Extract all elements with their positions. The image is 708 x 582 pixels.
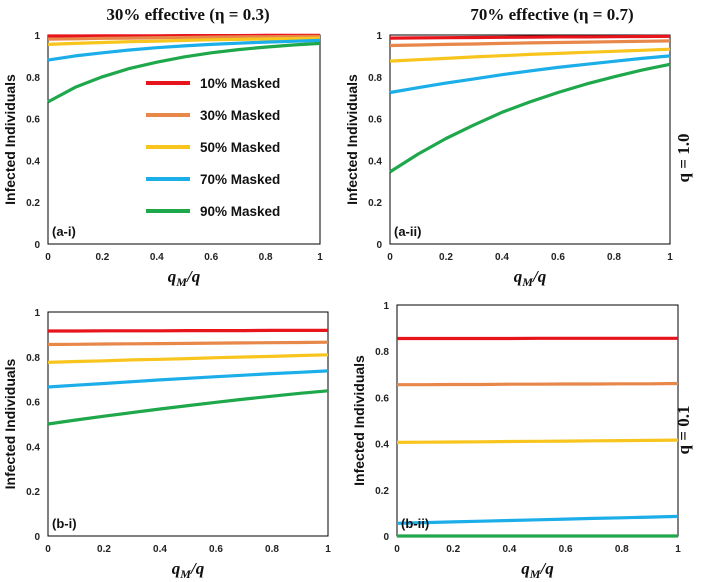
x-tick-label: 0.6: [209, 544, 223, 555]
x-tick-label: 0.4: [495, 252, 509, 263]
y-axis-label: Infected Individuals: [351, 355, 367, 486]
plot-frame: [389, 34, 671, 245]
series-line-3: [47, 36, 321, 46]
y-tick-label: 1: [34, 31, 40, 42]
x-tick-label: 0.4: [153, 544, 167, 555]
series-line-3: [389, 47, 671, 63]
series-line-4: [389, 54, 671, 95]
x-tick-label: 0.2: [439, 252, 453, 263]
y-axis-label: Infected Individuals: [2, 74, 18, 205]
y-tick-label: 1: [383, 301, 389, 312]
y-axis-label: Infected Individuals: [344, 74, 360, 205]
x-tick-label: 0: [394, 544, 400, 555]
x-tick-label: 0.6: [559, 544, 573, 555]
x-axis-label: qM/q: [168, 267, 201, 289]
x-tick-label: 0.8: [265, 544, 279, 555]
legend-label-4: 70% Masked: [200, 172, 280, 187]
series-line-3: [47, 353, 329, 364]
x-tick-label: 1: [667, 252, 673, 263]
x-tick-label: 0.8: [259, 252, 273, 263]
x-tick-label: 0.6: [551, 252, 565, 263]
y-tick-label: 0.6: [26, 115, 40, 126]
x-tick-label: 1: [675, 544, 681, 555]
y-tick-label: 0.8: [26, 73, 40, 84]
legend-label-3: 50% Masked: [200, 140, 280, 155]
series-line-2: [389, 39, 671, 48]
panel-label: (b-i): [52, 516, 77, 531]
x-tick-label: 0.2: [95, 252, 109, 263]
y-tick-label: 0.4: [26, 442, 40, 453]
series-line-3: [396, 438, 679, 444]
y-tick-label: 0.6: [26, 398, 40, 409]
legend-label-2: 30% Masked: [200, 108, 280, 123]
panel-label: (a-ii): [394, 224, 421, 239]
series-line-1: [389, 34, 671, 40]
y-tick-label: 1: [34, 308, 40, 319]
x-tick-label: 0.2: [97, 544, 111, 555]
legend: 10% Masked 30% Masked 50% Masked 70% Masked…: [146, 76, 280, 219]
x-tick-label: 0.8: [607, 252, 621, 263]
y-tick-label: 0.6: [375, 393, 389, 404]
y-tick-label: 0.8: [375, 347, 389, 358]
series-line-2: [47, 34, 321, 41]
row-label-bottom: q = 0.1: [674, 406, 693, 455]
x-tick-label: 1: [317, 252, 323, 263]
y-tick-label: 0.4: [368, 156, 382, 167]
y-tick-label: 0.8: [368, 73, 382, 84]
y-tick-label: 0.2: [26, 487, 40, 498]
x-tick-label: 1: [325, 544, 331, 555]
y-tick-label: 0.2: [375, 486, 389, 497]
panels-group: 0 0.2 0.4 0.6 0.8 1 0 0.2 0.4 0.6 0.8 1 (a-i) Infecte…: [2, 31, 681, 581]
y-tick-label: 0.8: [26, 353, 40, 364]
legend-label-5: 90% Masked: [200, 204, 280, 219]
x-tick-label: 0.4: [150, 252, 164, 263]
y-tick-label: 0: [34, 532, 40, 543]
series-line-2: [397, 381, 679, 387]
series-line-5: [47, 389, 329, 426]
y-tick-label: 0.4: [26, 156, 40, 167]
panel-3: 0 0.2 0.4 0.6 0.8 1 0 0.2 0.4 0.6 0.8 1 (b-ii) Infect…: [351, 301, 681, 581]
y-tick-label: 0.2: [26, 198, 40, 209]
series-line-4: [396, 514, 679, 525]
panel-label: (b-ii): [401, 516, 429, 531]
x-axis-label: qM/q: [514, 267, 547, 289]
series-line-4: [47, 369, 329, 389]
legend-label-1: 10% Masked: [200, 76, 280, 91]
y-tick-label: 0.4: [375, 440, 389, 451]
series-line-2: [47, 340, 329, 347]
y-tick-label: 0.2: [368, 198, 382, 209]
y-tick-label: 0: [383, 532, 389, 543]
series-line-5: [47, 41, 321, 104]
panel-1: 0 0.2 0.4 0.6 0.8 1 0 0.2 0.4 0.6 0.8 1 (a-ii) Infect…: [344, 31, 673, 289]
x-tick-label: 0.8: [615, 544, 629, 555]
x-tick-label: 0: [45, 544, 51, 555]
y-tick-label: 0.6: [368, 115, 382, 126]
y-axis-label: Infected Individuals: [2, 358, 18, 489]
x-tick-label: 0.6: [204, 252, 218, 263]
panel-label: (a-i): [52, 224, 76, 239]
row-label-top: q = 1.0: [674, 134, 693, 183]
column-title-right: 70% effective (η = 0.7): [470, 5, 633, 24]
series-line-4: [47, 38, 321, 62]
column-title-left: 30% effective (η = 0.3): [106, 5, 269, 24]
x-tick-label: 0.2: [446, 544, 460, 555]
y-tick-label: 0: [376, 240, 382, 251]
y-tick-label: 1: [376, 31, 382, 42]
series-line-1: [48, 328, 328, 333]
panel-2: 0 0.2 0.4 0.6 0.8 1 0 0.2 0.4 0.6 0.8 1 (b-i) Infecte…: [2, 308, 331, 581]
x-axis-label: qM/q: [521, 559, 554, 581]
x-tick-label: 0: [45, 252, 51, 263]
x-axis-label: qM/q: [172, 559, 205, 581]
series-line-5: [389, 62, 671, 174]
panel-0: 0 0.2 0.4 0.6 0.8 1 0 0.2 0.4 0.6 0.8 1 (a-i) Infecte…: [2, 31, 323, 289]
x-tick-label: 0: [387, 252, 393, 263]
y-tick-label: 0: [34, 240, 40, 251]
x-tick-label: 0.4: [502, 544, 516, 555]
